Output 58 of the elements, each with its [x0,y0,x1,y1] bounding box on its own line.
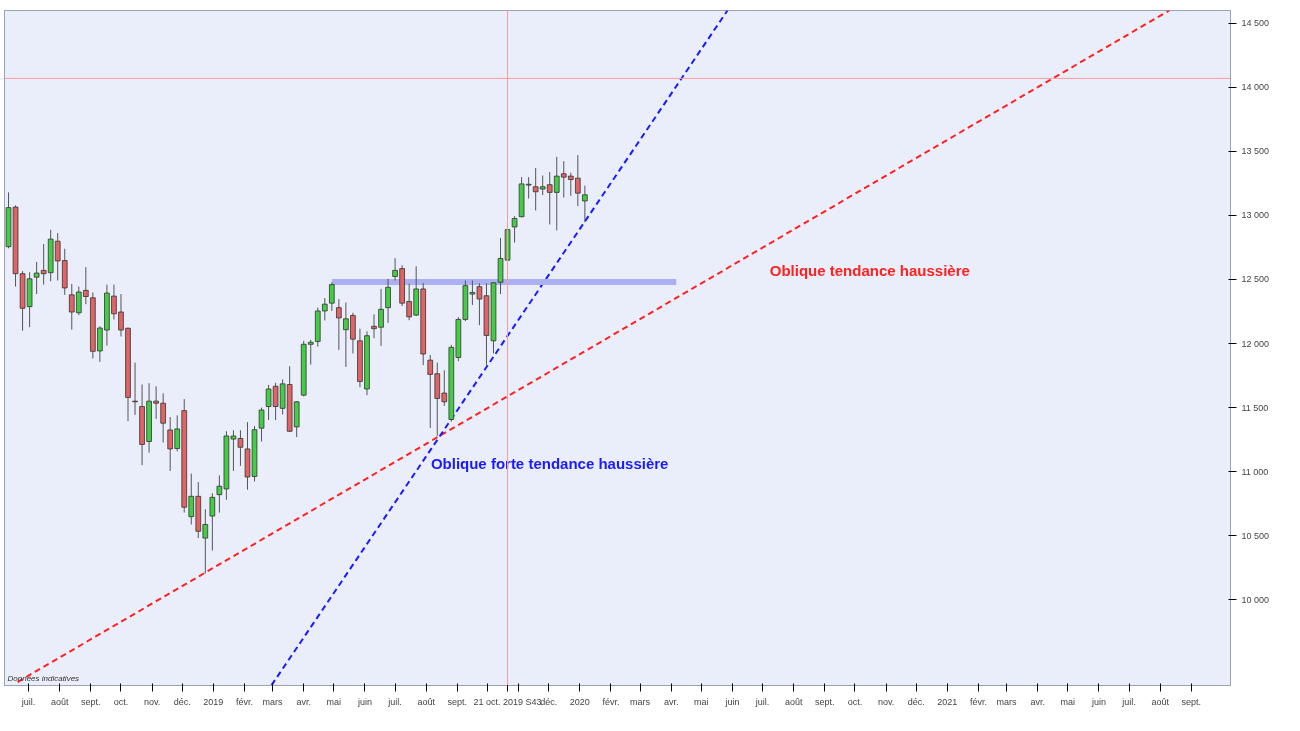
x-tick-label: févr. [235,696,253,707]
y-tick-label: 14 000 [1241,82,1270,93]
x-tick-label: juil. [20,696,36,707]
x-tick-label: août [417,696,436,707]
series-label: Oblique tendance haussière [769,261,970,279]
candlestick [582,185,588,223]
x-tick-label: août [50,696,69,707]
y-tick-label: 11 000 [1241,466,1269,477]
x-tick-label: déc. [173,696,191,707]
x-tick-label: juin [1090,696,1106,707]
x-tick-label: déc. [540,696,558,707]
x-tick-label: août [784,696,803,707]
x-tick-label: avr. [296,696,311,707]
annotation: Données indicatives [7,673,80,683]
x-tick-label: août [1151,696,1170,707]
x-tick-label: juil. [754,696,770,707]
y-tick-label: 10 500 [1241,530,1270,541]
y-tick-label: 12 000 [1241,338,1270,349]
y-tick-label: 13 000 [1241,210,1270,221]
x-tick-label: 2020 [569,696,590,707]
x-tick-label: mars [996,696,1018,707]
candlestick [329,281,335,312]
x-tick-label: oct. [113,696,129,707]
x-tick-label: mai [694,696,709,707]
x-tick-label: juil. [1121,696,1136,707]
x-tick-label: nov. [143,696,161,707]
y-tick-label: 11 500 [1241,402,1269,413]
x-tick-label: avr. [1030,696,1045,707]
y-tick-label: 14 500 [1241,18,1270,29]
candlestick [209,492,216,552]
ref-line-label: 21 oct. 2019 S43 [473,696,542,707]
x-tick-label: sept. [447,696,468,707]
x-tick-label: févr. [969,696,987,707]
x-tick-label: mai [1060,696,1076,707]
x-tick-label: sept. [1181,696,1202,707]
x-tick-label: 2019 [203,696,224,707]
x-tick-label: sept. [81,696,101,707]
x-tick-label: déc. [907,696,925,707]
x-tick-label: nov. [877,696,895,707]
y-tick-label: 12 500 [1241,274,1270,285]
y-tick-label: 13 500 [1241,146,1270,157]
x-tick-label: mai [326,696,342,707]
series-label: Oblique forte tendance haussière [430,455,669,473]
x-tick-label: juin [356,696,372,707]
x-tick-label: avr. [663,696,679,707]
x-tick-label: févr. [602,696,620,707]
x-tick-label: sept. [815,696,835,707]
x-tick-label: mars [262,696,284,707]
x-tick-label: juin [724,696,740,707]
candlestick [385,278,391,324]
candlestick [336,298,342,351]
candlestick [258,407,265,442]
candlestick [511,215,518,244]
x-tick-label: 2021 [937,696,958,707]
x-tick-label: oct. [847,696,863,707]
x-tick-label: mars [630,696,651,707]
x-tick-label: juil. [387,696,402,707]
y-tick-label: 10 000 [1241,594,1270,605]
